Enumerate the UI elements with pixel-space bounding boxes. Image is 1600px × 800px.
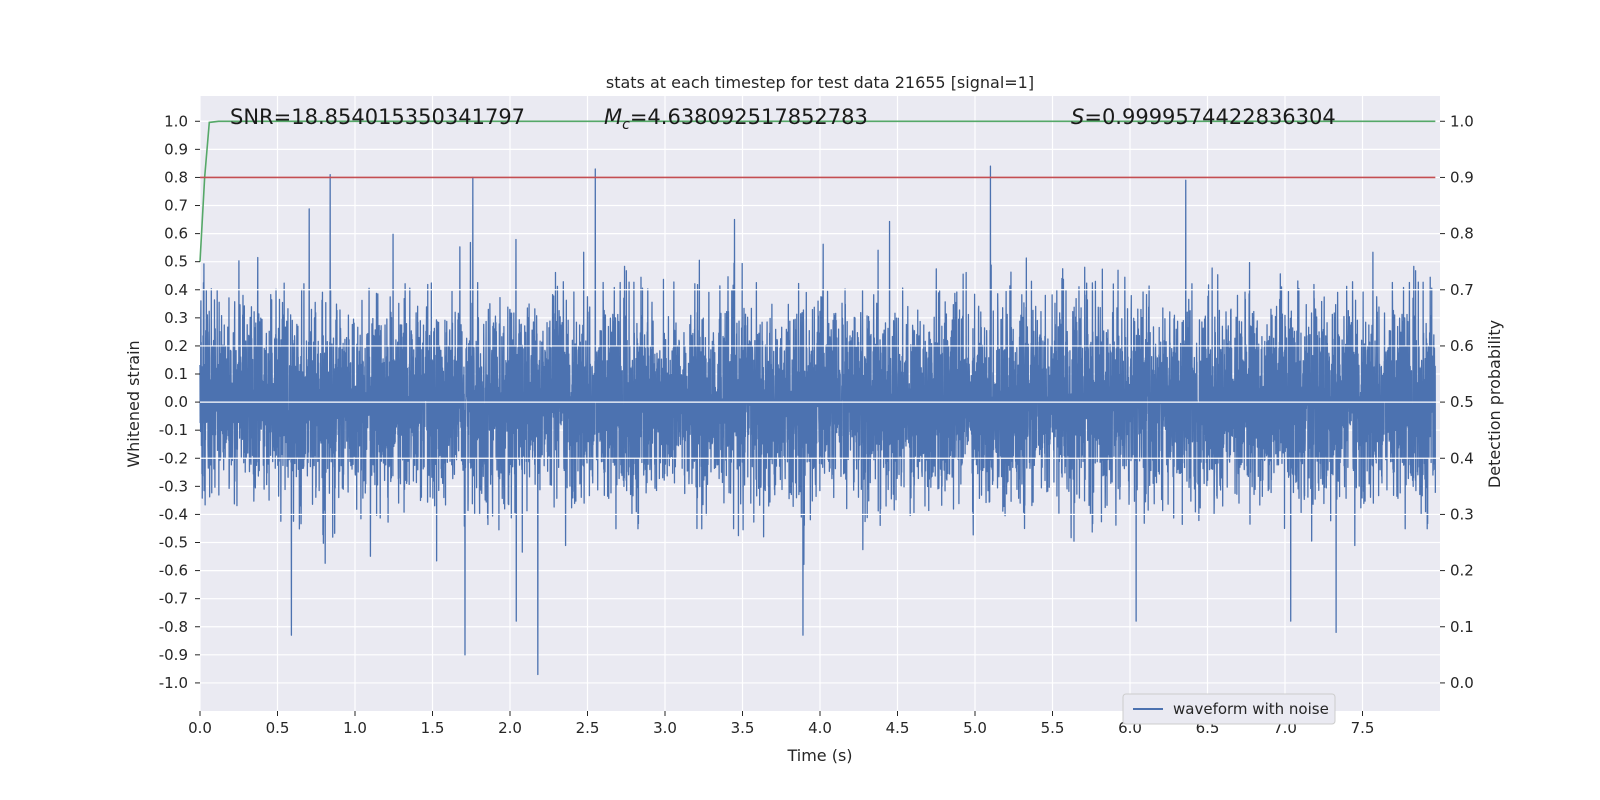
x-tick-label: 3.5 bbox=[731, 719, 755, 737]
waveform-with-noise-line bbox=[199, 165, 1436, 676]
x-tick-label: 1.5 bbox=[421, 719, 445, 737]
x-tick-label: 2.5 bbox=[576, 719, 600, 737]
y-right-tick-label: 0.3 bbox=[1450, 505, 1474, 523]
x-tick-label: 7.5 bbox=[1351, 719, 1375, 737]
y-left-tick-label: 0.6 bbox=[164, 225, 188, 243]
chirp-mass-value: =4.638092517852783 bbox=[630, 105, 868, 129]
score-annotation: S=0.9999574422836304 bbox=[1071, 105, 1336, 129]
y-axis-right-label: Detection probability bbox=[1485, 320, 1504, 488]
x-tick-label: 5.0 bbox=[963, 719, 987, 737]
y-left-tick-label: -0.1 bbox=[159, 421, 188, 439]
detection-probability-line bbox=[199, 120, 1436, 262]
legend-label-waveform: waveform with noise bbox=[1173, 700, 1329, 718]
y-left-tick-label: 0.7 bbox=[164, 197, 188, 215]
y-left-tick-label: -0.6 bbox=[159, 562, 188, 580]
y-left-tick-label: 1.0 bbox=[164, 112, 188, 130]
x-tick-label: 3.0 bbox=[653, 719, 677, 737]
y-right-tick-label: 0.6 bbox=[1450, 337, 1474, 355]
y-left-tick-label: -0.8 bbox=[159, 618, 188, 636]
y-axis-left-ticks: -1.0 -0.9 -0.8 -0.7 -0.6 -0.5 -0.4 -0.3 -0.2 -0.1… bbox=[159, 112, 200, 692]
y-left-tick-label: 0.3 bbox=[164, 309, 188, 327]
legend-box bbox=[1122, 693, 1336, 725]
y-left-tick-label: 0.4 bbox=[164, 281, 188, 299]
y-left-tick-label: -0.2 bbox=[159, 449, 188, 467]
y-left-tick-label: -0.3 bbox=[159, 477, 188, 495]
x-tick-label: 5.5 bbox=[1041, 719, 1065, 737]
score-symbol: S bbox=[1071, 105, 1084, 129]
y-left-tick-label: -0.5 bbox=[159, 534, 188, 552]
y-left-tick-label: -0.9 bbox=[159, 646, 188, 664]
chart-title: stats at each timestep for test data 216… bbox=[606, 73, 1034, 92]
y-left-tick-label: 0.2 bbox=[164, 337, 188, 355]
snr-annotation: SNR=18.854015350341797 bbox=[230, 105, 525, 129]
score-value: =0.9999574422836304 bbox=[1084, 105, 1335, 129]
y-left-tick-label: -0.4 bbox=[159, 505, 188, 523]
y-right-tick-label: 1.0 bbox=[1450, 112, 1474, 130]
x-tick-label: 0.0 bbox=[188, 719, 212, 737]
x-tick-label: 1.0 bbox=[343, 719, 367, 737]
y-right-tick-label: 0.7 bbox=[1450, 281, 1474, 299]
probability-lines bbox=[199, 120, 1436, 262]
y-left-tick-label: 0.0 bbox=[164, 393, 188, 411]
x-tick-label: 0.5 bbox=[266, 719, 290, 737]
y-left-tick-label: 0.5 bbox=[164, 253, 188, 271]
y-right-tick-label: 0.4 bbox=[1450, 449, 1474, 467]
y-left-tick-label: -1.0 bbox=[159, 674, 188, 692]
y-left-tick-label: 0.8 bbox=[164, 168, 188, 186]
chirp-mass-subscript: c bbox=[622, 117, 630, 133]
y-right-tick-label: 0.0 bbox=[1450, 674, 1474, 692]
waveform-series bbox=[199, 165, 1440, 676]
y-right-tick-label: 0.9 bbox=[1450, 168, 1474, 186]
y-right-tick-label: 0.5 bbox=[1450, 393, 1474, 411]
y-right-tick-label: 0.2 bbox=[1450, 562, 1474, 580]
y-left-tick-label: 0.1 bbox=[164, 365, 188, 383]
chirp-mass-symbol: M bbox=[604, 105, 622, 129]
chirp-mass-annotation: Mc=4.638092517852783 bbox=[604, 105, 868, 133]
y-right-tick-label: 0.1 bbox=[1450, 618, 1474, 636]
legend: waveform with noise bbox=[1122, 693, 1336, 725]
y-right-tick-label: 0.8 bbox=[1450, 225, 1474, 243]
x-tick-label: 2.0 bbox=[498, 719, 522, 737]
x-tick-label: 4.0 bbox=[808, 719, 832, 737]
y-left-tick-label: 0.9 bbox=[164, 140, 188, 158]
x-axis-label: Time (s) bbox=[786, 746, 852, 765]
y-axis-left-label: Whitened strain bbox=[124, 340, 143, 467]
y-left-tick-label: -0.7 bbox=[159, 590, 188, 608]
y-axis-right-ticks: 0.0 0.1 0.2 0.3 0.4 0.5 0.6 0.7 0.8 0.9 1.0 bbox=[1440, 112, 1474, 692]
x-tick-label: 4.5 bbox=[886, 719, 910, 737]
